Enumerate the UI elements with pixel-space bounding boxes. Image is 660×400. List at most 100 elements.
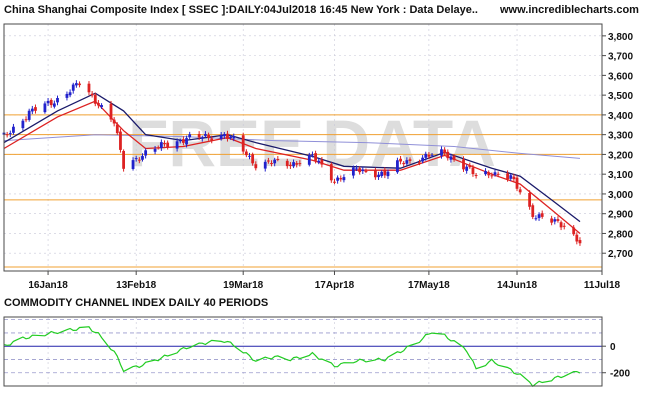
candle-body [553, 219, 557, 222]
candle-body [531, 205, 535, 217]
candle-body [408, 159, 412, 161]
candle-body [320, 159, 324, 165]
candle-body [452, 155, 456, 160]
candle-body [159, 142, 163, 148]
cci-line [3, 326, 581, 388]
chart-title: China Shanghai Composite Index [ SSEC ]:… [4, 4, 478, 16]
price-tick-label: 3,000 [608, 190, 633, 201]
candle-body [515, 177, 519, 189]
candle-body [100, 105, 103, 107]
candle-body [358, 168, 362, 173]
candle-body [550, 218, 554, 223]
candle-body [115, 124, 119, 134]
site-label: www.incrediblecharts.com [499, 4, 639, 16]
ma-slow-line [3, 134, 581, 159]
ma-fast-line [3, 100, 581, 234]
candle-body [5, 134, 9, 136]
candle-body [210, 138, 214, 141]
candle-body [270, 163, 273, 165]
cci-axis: 0 -200 [602, 342, 630, 380]
date-tick-label: 16Jan18 [28, 280, 68, 291]
candle-body [383, 170, 387, 176]
candle-body [493, 172, 497, 175]
candle-body [166, 142, 170, 148]
candle-body [427, 154, 431, 157]
price-tick-label: 3,400 [608, 111, 633, 122]
candle-body [251, 154, 255, 164]
candle-body [56, 97, 59, 103]
candle-body [131, 160, 135, 169]
date-tick-label: 11Jul18 [584, 280, 621, 291]
candle-body [34, 107, 37, 111]
candle-body [373, 170, 377, 178]
candle-body [273, 159, 277, 164]
candle-body [163, 143, 166, 145]
candle-body [424, 153, 428, 158]
candle-body [8, 133, 12, 135]
candle-body [578, 240, 582, 244]
candle-body [418, 162, 421, 164]
candle-body [405, 160, 409, 164]
candle-body [333, 181, 336, 183]
candle-body [141, 156, 144, 160]
candle-body [188, 134, 192, 138]
candle-body [292, 162, 295, 167]
candle-body [109, 103, 113, 120]
cci-panel-frame [3, 316, 603, 387]
candle-body [317, 160, 321, 163]
candle-body [244, 151, 248, 156]
cci-title: COMMODITY CHANNEL INDEX DAILY 40 PERIODS [4, 297, 268, 309]
candle-body [559, 222, 563, 228]
candle-body [446, 151, 450, 159]
candle-body [197, 134, 201, 138]
candle-body [266, 160, 270, 162]
candle-body [336, 177, 340, 181]
candle-body [465, 166, 469, 171]
candle-body [351, 167, 355, 176]
candle-body [402, 162, 406, 165]
price-axis: 2,700 2,800 2,900 3,000 3,100 3,200 3,300 3,400… [602, 32, 633, 260]
candle-body [396, 160, 399, 173]
candle-body [122, 150, 125, 169]
candle-body [506, 173, 509, 180]
candlesticks [2, 80, 582, 246]
candle-body [329, 164, 333, 181]
candle-body [355, 168, 358, 170]
ma-mid-line [3, 92, 581, 223]
candle-body [200, 137, 204, 139]
candle-body [285, 160, 289, 167]
date-tick-label: 17Apr18 [315, 280, 355, 291]
candle-body [490, 175, 494, 177]
candle-body [178, 140, 182, 142]
candle-body [27, 110, 31, 120]
date-tick-label: 14Jun18 [497, 280, 537, 291]
candle-body [119, 131, 122, 150]
candle-body [65, 93, 69, 98]
candle-body [289, 164, 292, 167]
candle-body [185, 138, 188, 145]
candle-body [484, 171, 487, 175]
candle-body [462, 159, 465, 170]
date-axis: 16Jan18 13Feb18 19Mar18 17Apr18 17May18 14Jun… [28, 271, 621, 291]
date-tick-label: 19Mar18 [223, 280, 263, 291]
candle-body [556, 219, 560, 221]
price-tick-label: 3,100 [608, 170, 633, 181]
watermark: FREE DATA [128, 106, 496, 180]
candle-body [112, 119, 116, 124]
candle-body [512, 176, 516, 180]
candle-body [386, 171, 390, 177]
date-tick-label: 13Feb18 [116, 280, 156, 291]
candle-body [562, 225, 566, 227]
candle-body [137, 159, 141, 161]
candle-body [87, 83, 91, 93]
cci-tick-label: 0 [610, 342, 616, 353]
candle-body [342, 177, 346, 181]
candle-body [298, 163, 302, 165]
price-tick-label: 3,500 [608, 91, 633, 102]
candle-body [52, 103, 56, 107]
price-tick-label: 2,900 [608, 210, 633, 221]
candle-body [509, 175, 513, 179]
candle-body [534, 218, 538, 220]
candle-body [364, 171, 368, 173]
candle-body [46, 100, 50, 104]
